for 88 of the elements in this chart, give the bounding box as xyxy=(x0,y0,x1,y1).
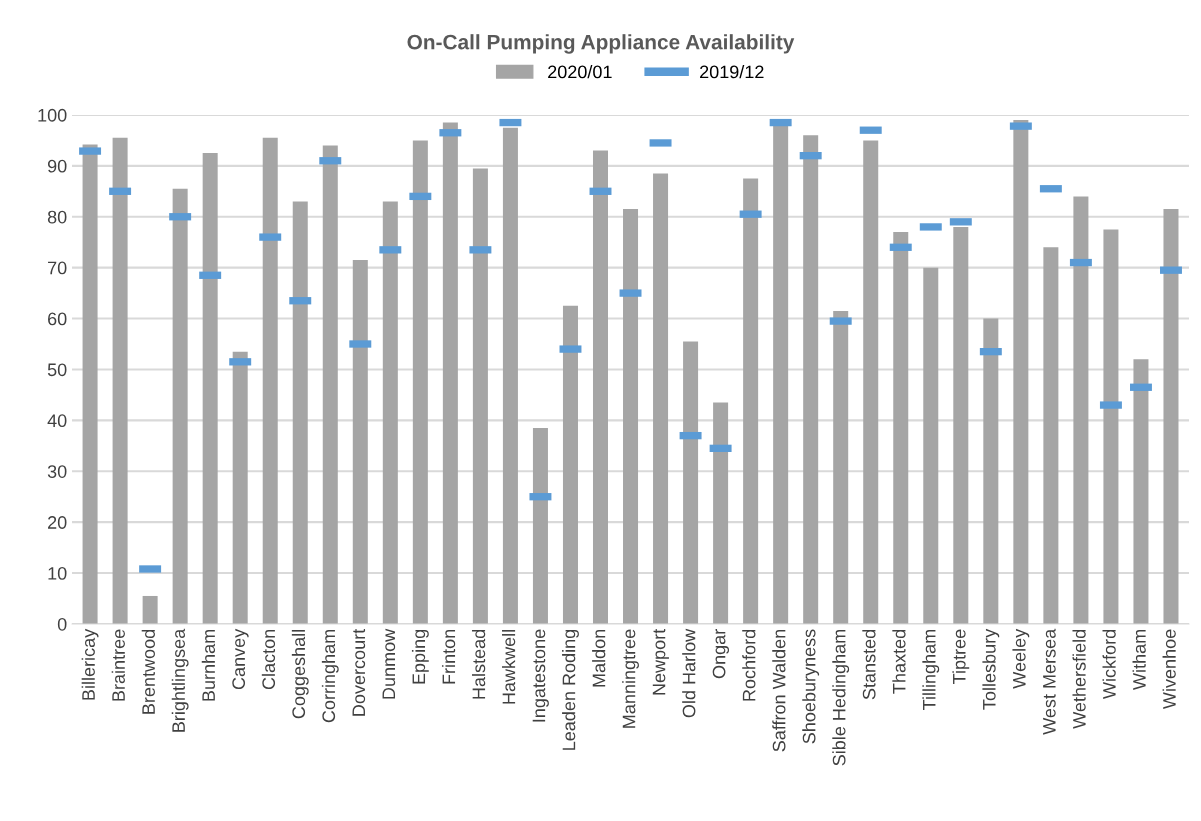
x-tick-label: Dovercourt xyxy=(352,628,366,716)
x-tick-label: Old Harlow xyxy=(682,628,696,718)
bar xyxy=(472,168,488,624)
bar xyxy=(773,125,789,624)
x-tick-label: Burnham xyxy=(201,630,216,701)
x-tick-label: Maldon xyxy=(592,629,606,687)
x-tick-label: Canvey xyxy=(232,628,249,690)
x-tick-label: Weeley xyxy=(1012,628,1030,689)
legend-label: 2019/12 xyxy=(700,65,764,79)
x-tick-label: Stansted xyxy=(862,629,876,700)
x-tick-label: Shoeburyness xyxy=(802,629,820,744)
y-tick-label: 30 xyxy=(47,465,67,478)
bar xyxy=(653,173,669,624)
x-tick-label: Sible Hedingham xyxy=(832,630,850,766)
x-tick-label: Epping xyxy=(411,629,429,684)
bar xyxy=(322,145,338,624)
bar xyxy=(863,140,879,624)
bar xyxy=(292,201,308,624)
y-tick-label: 70 xyxy=(48,261,67,275)
bar xyxy=(262,137,278,624)
x-tick-label: Hawkwell xyxy=(502,630,516,704)
y-tick-label: 0 xyxy=(57,617,67,631)
x-tick-label: Halstead xyxy=(471,629,486,699)
bar xyxy=(1133,359,1149,624)
y-tick-label: 50 xyxy=(47,363,67,377)
bar xyxy=(562,305,578,624)
y-tick-label: 40 xyxy=(47,414,67,428)
y-tick-label: 20 xyxy=(48,516,67,529)
x-tick-label: Brightlingsea xyxy=(171,628,189,732)
x-tick-label: Rochford xyxy=(742,629,756,701)
bar xyxy=(983,318,999,624)
x-tick-label: Wickford xyxy=(1102,629,1116,699)
bar xyxy=(833,310,849,624)
y-tick-label: 60 xyxy=(48,312,67,326)
bar xyxy=(743,178,759,624)
x-tick-label: Billericay xyxy=(81,628,99,700)
bar xyxy=(442,122,458,624)
bar xyxy=(82,144,98,624)
x-tick-label: Frinton xyxy=(441,629,456,684)
x-tick-label: Dunmow xyxy=(382,628,396,699)
x-tick-label: Manningtree xyxy=(622,629,639,728)
x-tick-label: Brentwood xyxy=(141,629,155,714)
bar xyxy=(803,135,819,624)
y-tick-label: 10 xyxy=(48,566,67,580)
x-tick-label: Thaxted xyxy=(892,629,906,694)
chart-title: On-Call Pumping Appliance Availability xyxy=(407,34,795,54)
bar xyxy=(713,402,729,624)
x-tick-label: Wivenhoe xyxy=(1162,629,1176,710)
bar xyxy=(1013,120,1029,624)
bar xyxy=(202,153,218,624)
bar xyxy=(532,427,548,624)
y-tick-label: 100 xyxy=(38,108,67,122)
bar xyxy=(112,137,128,624)
y-tick-label: 90 xyxy=(47,159,67,173)
bar xyxy=(142,595,158,624)
bar xyxy=(502,127,518,624)
legend-label: 2020/01 xyxy=(548,65,612,79)
x-tick-label: Tollesbury xyxy=(982,628,1000,710)
bar xyxy=(1043,247,1059,624)
bar xyxy=(592,150,609,624)
x-tick-label: Tiptree xyxy=(952,629,970,684)
x-tick-label: Witham xyxy=(1132,630,1146,690)
x-tick-label: Wethersfield xyxy=(1072,629,1086,729)
x-tick-label: Clacton xyxy=(261,629,276,690)
bar xyxy=(953,226,969,624)
x-tick-label: Braintree xyxy=(111,629,125,701)
x-tick-label: Newport xyxy=(652,628,669,695)
bar xyxy=(623,209,639,624)
bar xyxy=(352,260,368,624)
bar xyxy=(1103,229,1119,624)
x-tick-label: Ongar xyxy=(712,629,730,679)
bar xyxy=(1163,209,1179,624)
bar xyxy=(1073,196,1089,624)
y-tick-label: 80 xyxy=(47,210,67,224)
x-tick-label: Tillingham xyxy=(922,630,940,711)
x-tick-label: Saffron Walden xyxy=(772,629,786,752)
bar xyxy=(172,188,188,624)
bar xyxy=(893,232,909,624)
bar xyxy=(382,201,398,624)
bar xyxy=(923,267,939,624)
bar xyxy=(683,341,699,624)
x-tick-label: Corringham xyxy=(321,630,339,723)
x-tick-label: Coggeshall xyxy=(291,630,309,719)
x-tick-label: Leaden Roding xyxy=(562,629,579,750)
x-tick-label: Ingatestone xyxy=(532,629,549,722)
bar xyxy=(412,140,428,624)
bar xyxy=(232,351,248,624)
x-tick-label: West Mersea xyxy=(1043,628,1056,735)
